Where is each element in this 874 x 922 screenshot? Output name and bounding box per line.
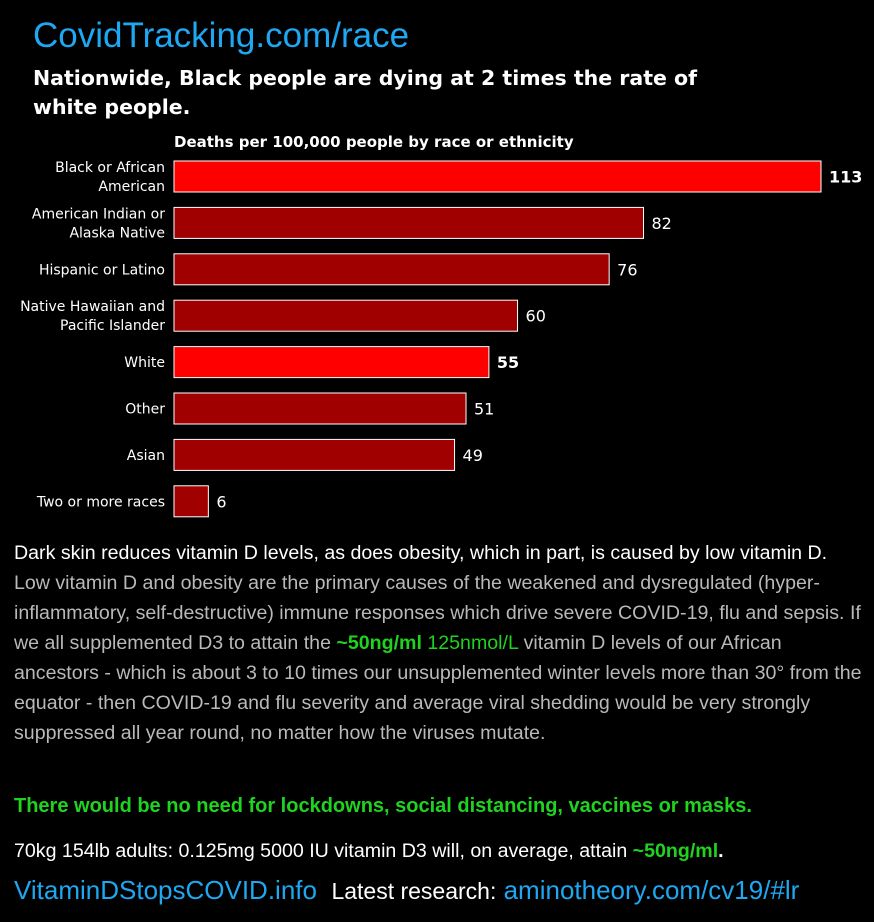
no-need-statement: There would be no need for lockdowns, so… (14, 795, 752, 817)
value-label-2: 76 (617, 260, 637, 279)
value-label-6: 49 (463, 446, 483, 465)
category-label-0-0: Black or African (55, 160, 165, 176)
site-title[interactable]: CovidTracking.com/race (33, 16, 410, 55)
bar-3 (173, 299, 519, 332)
dose-end: . (718, 840, 724, 862)
category-label-6-0: Asian (127, 448, 165, 464)
category-label-3-0: Native Hawaiian and (20, 299, 165, 315)
category-label-5-0: Other (125, 402, 165, 418)
bar-4 (173, 346, 490, 379)
ng-level: ~50ng/ml (336, 632, 422, 654)
dose-line: 70kg 154lb adults: 0.125mg 5000 IU vitam… (14, 836, 724, 866)
paragraph-intro: Dark skin reduces vitamin D levels, as d… (14, 542, 828, 564)
category-label-2-0: Hispanic or Latino (39, 262, 165, 278)
vitamin-d-paragraph: Dark skin reduces vitamin D levels, as d… (14, 538, 864, 748)
value-label-7: 6 (216, 492, 226, 511)
category-label-7-0: Two or more races (36, 494, 165, 510)
dose-text: 70kg 154lb adults: 0.125mg 5000 IU vitam… (14, 840, 628, 862)
value-label-3: 60 (526, 307, 546, 326)
value-label-4: 55 (497, 353, 519, 372)
bar-7 (173, 485, 209, 518)
category-label-4-0: White (124, 355, 165, 371)
research-label: Latest research: (331, 878, 497, 904)
chart-title: Deaths per 100,000 people by race or eth… (174, 133, 574, 151)
bar-6 (173, 438, 456, 471)
footer: VitaminDStopsCOVID.info Latest research:… (14, 872, 799, 909)
category-label-1-0: American Indian or (32, 206, 165, 222)
category-label-3-1: Pacific Islander (60, 318, 165, 334)
paragraph-rest: vitamin D levels of our African ancestor… (14, 632, 862, 744)
site-link[interactable]: VitaminDStopsCOVID.info (14, 875, 317, 905)
bar-1 (173, 206, 645, 239)
nmol-level: 125nmol/L (427, 632, 519, 654)
category-label-0-1: American (98, 179, 165, 195)
bar-chart: 113 Black or African American 82 American In… (20, 160, 862, 518)
bar-5 (173, 392, 467, 425)
research-link[interactable]: aminotheory.com/cv19/#lr (503, 875, 800, 905)
value-label-1: 82 (652, 214, 672, 233)
value-label-0: 113 (829, 168, 862, 187)
bar-2 (173, 253, 610, 286)
value-label-5: 51 (474, 400, 494, 419)
headline: Nationwide, Black people are dying at 2 … (33, 66, 698, 119)
dose-ng-level: ~50ng/ml (632, 840, 719, 862)
bar-0 (173, 160, 822, 193)
paragraph-causes: Low vitamin D and obesity are the primar… (14, 572, 861, 654)
category-label-1-1: Alaska Native (69, 225, 165, 241)
